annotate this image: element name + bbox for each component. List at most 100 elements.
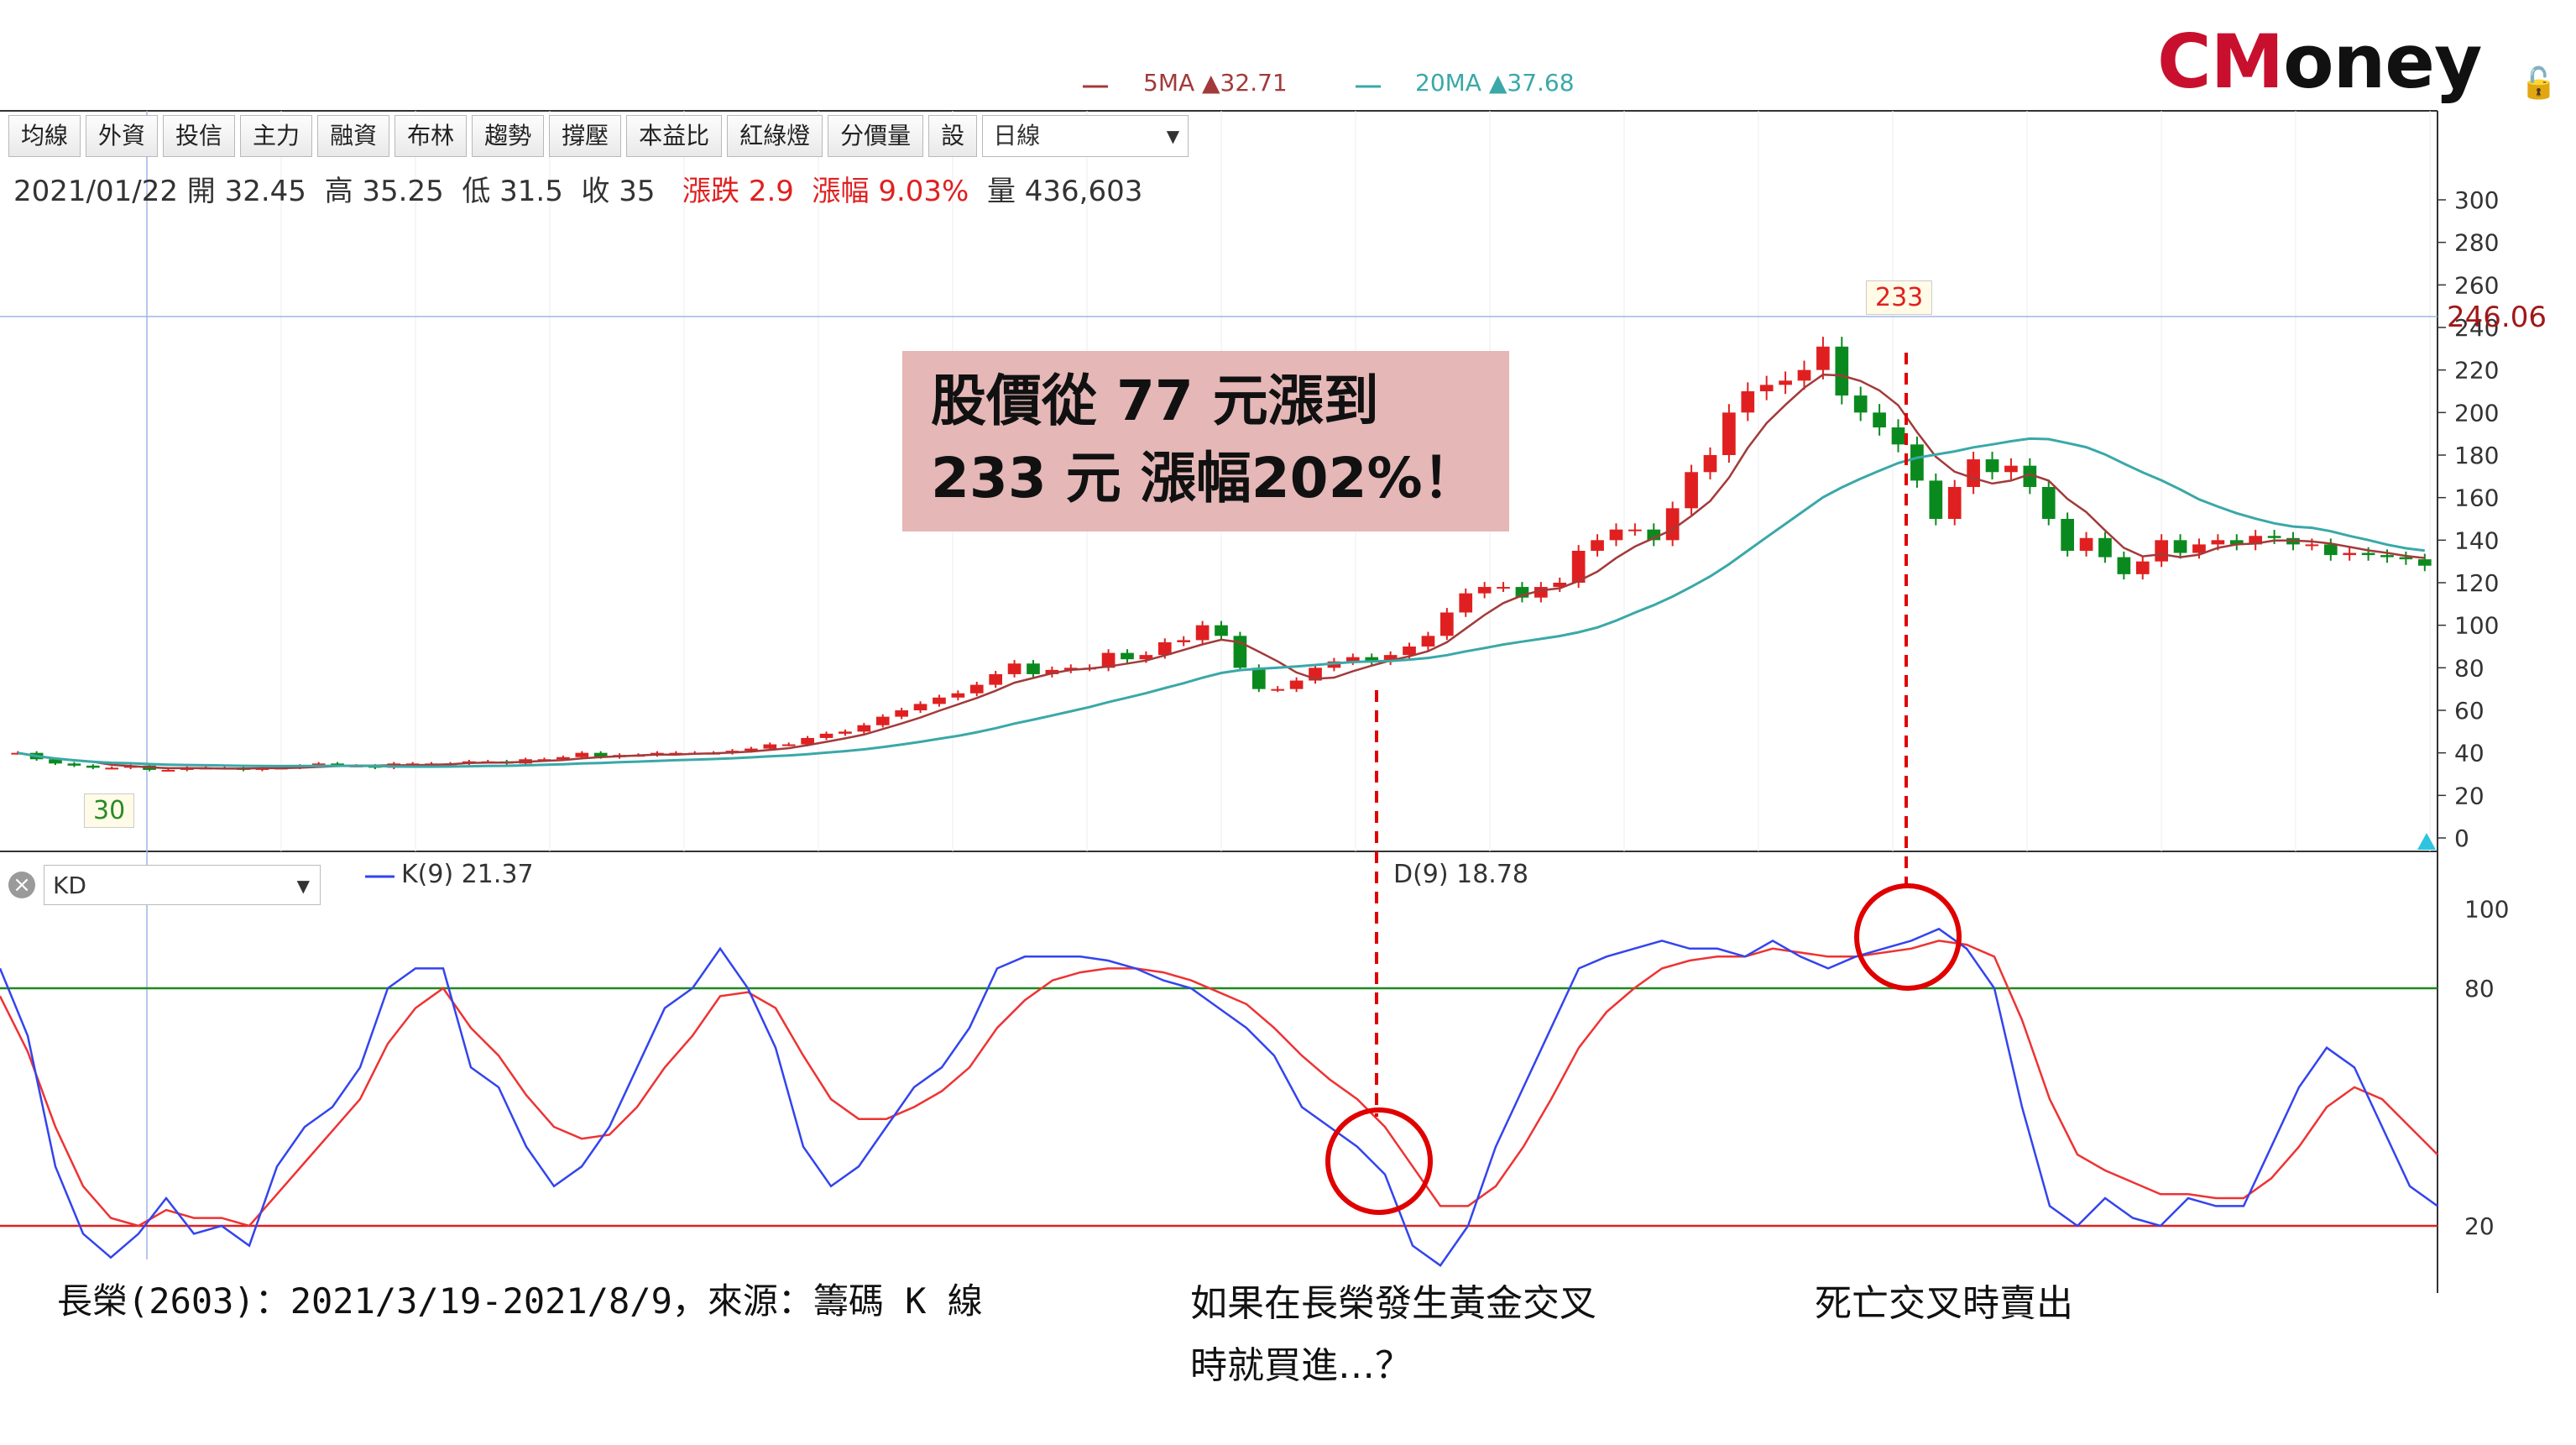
candle-body xyxy=(1891,427,1905,445)
candle-body xyxy=(556,757,570,760)
candle-body xyxy=(857,725,871,732)
golden-cross-caption-line2: 時就買進…？ xyxy=(1190,1344,1412,1387)
toolbar-button-8[interactable]: 本益比 xyxy=(626,115,723,157)
ohlc-change: 2.9 xyxy=(748,175,794,208)
ohlc-pct: 9.03% xyxy=(878,175,969,208)
indicator-select[interactable]: KD ▼ xyxy=(44,865,321,905)
ohlc-date: 2021/01/22 xyxy=(13,175,178,208)
candle-body xyxy=(1759,385,1774,391)
candle-body xyxy=(2417,559,2432,566)
candle-body xyxy=(1591,540,1604,551)
period-select[interactable]: 日線 ▼ xyxy=(982,115,1189,157)
candle-body xyxy=(951,693,965,698)
candle-body xyxy=(1440,612,1454,636)
toolbar-button-6[interactable]: 趨勢 xyxy=(472,115,545,157)
price-y-axis: 3002802602402202001801601401201008060402… xyxy=(2438,186,2499,852)
candle-body xyxy=(2323,544,2338,556)
candle-body xyxy=(1177,640,1191,642)
candle-body xyxy=(1195,625,1210,641)
d-line xyxy=(0,940,2438,1228)
d-legend: D(9) 18.78 xyxy=(1393,860,1529,889)
candle-body xyxy=(989,673,1003,685)
candle-body xyxy=(2192,544,2206,553)
candle-body xyxy=(575,752,589,757)
price-tick-label: 280 xyxy=(2454,229,2499,257)
candle-body xyxy=(839,731,852,734)
candle-body xyxy=(2249,536,2263,545)
price-tick-label: 260 xyxy=(2454,271,2499,299)
candle-body xyxy=(1027,663,1040,674)
toolbar-button-1[interactable]: 外資 xyxy=(86,115,159,157)
ma5-line xyxy=(17,373,2425,770)
candle-body xyxy=(2211,540,2225,545)
candle-body xyxy=(1722,412,1736,455)
candle-body xyxy=(801,737,814,745)
toolbar-button-4[interactable]: 融資 xyxy=(317,115,390,157)
candle-body xyxy=(1571,551,1586,583)
price-tick-label: 140 xyxy=(2454,526,2499,554)
candle-body xyxy=(2061,519,2074,551)
candle-body xyxy=(1421,636,1435,647)
toolbar-button-7[interactable]: 撐壓 xyxy=(549,115,622,157)
candle-body xyxy=(2004,465,2018,473)
ohlc-high: 35.25 xyxy=(362,175,444,208)
candle-body xyxy=(1121,652,1134,660)
candle-body xyxy=(1609,529,1623,541)
toolbar-button-3[interactable]: 主力 xyxy=(240,115,313,157)
ohlc-open: 32.45 xyxy=(224,175,306,208)
candle-body xyxy=(593,752,608,757)
candle-body xyxy=(1383,655,1398,662)
crosshair-price-label: 246.06 xyxy=(2447,301,2547,334)
close-icon[interactable]: × xyxy=(8,872,35,898)
candle-body xyxy=(2117,557,2131,574)
k-legend: K(9) 21.37 xyxy=(401,860,534,889)
candle-body xyxy=(2229,540,2244,545)
candle-body xyxy=(311,763,326,766)
ohlc-low: 31.5 xyxy=(499,175,563,208)
candle-body xyxy=(86,765,100,768)
candle-body xyxy=(67,763,81,766)
death-cross-circle xyxy=(1854,883,1962,991)
toolbar-button-5[interactable]: 布林 xyxy=(394,115,468,157)
candle-body xyxy=(2023,465,2037,487)
candle-body xyxy=(2155,540,2168,562)
candle-body xyxy=(1007,663,1022,674)
toolbar-button-9[interactable]: 紅綠燈 xyxy=(727,115,823,157)
toolbar-button-2[interactable]: 投信 xyxy=(163,115,236,157)
toolbar-button-0[interactable]: 均線 xyxy=(8,115,81,157)
ma5-legend: 5MA ▲32.71 xyxy=(1143,69,1288,97)
candle-body xyxy=(745,748,758,751)
price-tick-label: 120 xyxy=(2454,569,2499,597)
candle-body xyxy=(331,763,344,766)
death-cross-caption: 死亡交叉時賣出 xyxy=(1815,1282,2073,1325)
toolbar-button-10[interactable]: 分價量 xyxy=(828,115,924,157)
ma20-legend: 20MA ▲37.68 xyxy=(1415,69,1575,97)
candle-body xyxy=(1910,444,1924,481)
candle-body xyxy=(1947,487,1962,519)
candle-body xyxy=(2361,552,2375,556)
candle-body xyxy=(1271,688,1285,691)
candle-body xyxy=(1345,657,1360,662)
golden-cross-circle xyxy=(1325,1107,1433,1215)
scroll-marker-icon[interactable] xyxy=(2417,833,2436,850)
candle-body xyxy=(781,744,796,746)
price-tick-label: 220 xyxy=(2454,357,2499,385)
candle-body xyxy=(1139,655,1153,660)
ohlc-close: 35 xyxy=(619,175,656,208)
candle-body xyxy=(2343,552,2357,556)
candle-body xyxy=(819,733,833,738)
lock-icon[interactable]: 🔓 xyxy=(2520,66,2558,101)
candle-body xyxy=(2135,561,2150,574)
price-tick-label: 100 xyxy=(2454,612,2499,640)
candle-body xyxy=(1779,380,1792,385)
low-price-tag: 30 xyxy=(84,793,135,828)
candle-body xyxy=(1929,480,1943,519)
candle-body xyxy=(1967,459,1980,487)
toolbar-button-11[interactable]: 設 xyxy=(928,115,978,157)
price-tick-label: 200 xyxy=(2454,399,2499,427)
high-price-tag: 233 xyxy=(1866,280,1933,315)
candle-body xyxy=(1101,652,1116,668)
indicator-toolbar: 均線 外資 投信 主力 融資 布林 趨勢 撐壓 本益比 紅綠燈 分價量設日線 ▼ xyxy=(8,115,1189,157)
